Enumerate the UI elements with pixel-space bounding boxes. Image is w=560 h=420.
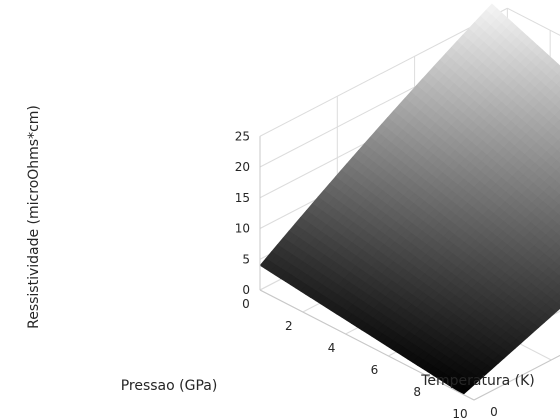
wall-grid-line (507, 7, 560, 36)
y-axis-label: Temperatura (K) (420, 373, 535, 389)
surface-cell (557, 291, 560, 297)
z-tick-label: 0 (242, 283, 250, 297)
surface-cell (556, 156, 560, 164)
surface-cell (556, 299, 560, 306)
z-axis-label: Ressistividade (microOhms*cm) (26, 105, 42, 329)
x-axis-label: Pressao (GPa) (121, 378, 218, 394)
x-tick-label: 2 (285, 319, 293, 333)
x-tick-label: 4 (328, 341, 336, 355)
y-tick-label: 0 (490, 405, 498, 419)
surface-cell (556, 147, 560, 154)
z-tick-label: 15 (235, 191, 250, 205)
x-tick-label: 0 (242, 297, 250, 311)
z-tick-label: 20 (235, 160, 250, 174)
wall-grid-line (259, 7, 508, 137)
z-tick-label: 5 (242, 252, 250, 266)
x-tick-label: 6 (371, 363, 379, 377)
surface (259, 3, 560, 395)
surface-cell (556, 229, 560, 237)
tick-labels: 024681001002003000510152025 (235, 129, 560, 420)
surface-cell (556, 71, 560, 78)
x-axis-line (259, 289, 475, 401)
x-tick-label: 10 (452, 407, 467, 420)
z-tick-label: 10 (235, 222, 250, 236)
axes-box (259, 136, 560, 401)
y-axis-line (473, 354, 560, 401)
surface-cell (556, 220, 560, 227)
x-tick-label: 8 (413, 385, 421, 399)
z-tick-label: 25 (235, 129, 250, 143)
